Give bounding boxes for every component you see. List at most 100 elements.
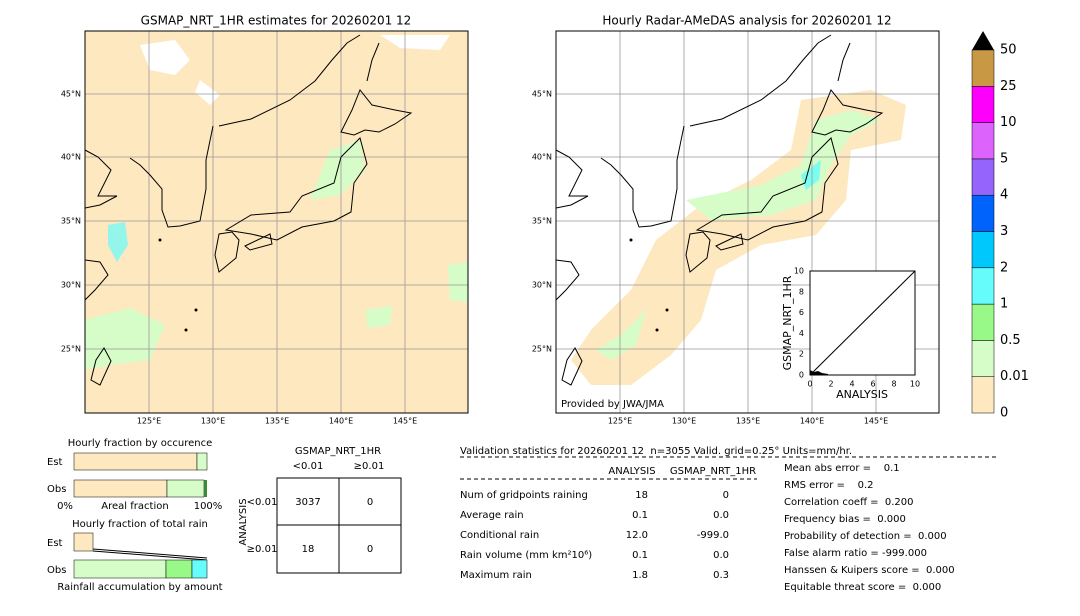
row-header: ≥0.01 xyxy=(247,544,278,555)
lon-label: 130°E xyxy=(201,417,225,426)
colorbar-label: 25 xyxy=(1000,79,1017,94)
bar xyxy=(165,559,193,579)
stats-header: Validation statistics for 20260201 12 n=… xyxy=(460,446,852,457)
y-label: GSMAP_NRT_1HR xyxy=(781,275,794,370)
bar xyxy=(196,452,208,471)
lat-label: 25°N xyxy=(61,345,81,354)
colorbar-label: 0 xyxy=(1000,406,1008,421)
stat-value: 18 xyxy=(635,490,648,501)
lon-label: 145°E xyxy=(864,417,888,426)
colorbar-segment xyxy=(971,376,995,414)
stat-value: 0.1 xyxy=(632,510,648,521)
col-header: ANALYSIS xyxy=(608,466,655,477)
colorbar-label: 4 xyxy=(1000,188,1008,203)
lat-label: 45°N xyxy=(61,90,81,99)
x-tick-label: 6 xyxy=(870,380,875,389)
lon-label: 135°E xyxy=(736,417,760,426)
x-tick-label: 8 xyxy=(891,380,896,389)
map-frame xyxy=(84,30,469,414)
lat-label: 40°N xyxy=(61,153,81,162)
y-tick-label: 0 xyxy=(799,371,804,380)
lon-label: 125°E xyxy=(608,417,632,426)
colorbar-segment xyxy=(971,86,995,123)
y-tick-label: 8 xyxy=(799,287,804,296)
x-tick-label: 0 xyxy=(807,380,812,389)
colorbar-segment xyxy=(971,158,995,196)
lon-label: 145°E xyxy=(393,417,417,426)
lat-label: 45°N xyxy=(532,90,552,99)
lon-label: 140°E xyxy=(800,417,824,426)
chart-title: Hourly fraction of total rain xyxy=(72,519,208,530)
credit: Provided by JWA/JMA xyxy=(561,399,664,410)
score: Correlation coeff = 0.200 xyxy=(784,497,914,508)
stat-value: -999.0 xyxy=(697,530,729,541)
lat-label: 35°N xyxy=(532,217,552,226)
score: Hanssen & Kuipers score = 0.000 xyxy=(784,565,955,576)
connector xyxy=(92,548,208,561)
lon-label: 140°E xyxy=(329,417,353,426)
stat-label: Average rain xyxy=(460,510,524,521)
colorbar-label: 0.01 xyxy=(1000,369,1029,384)
colorbar-segment xyxy=(971,122,995,160)
cell: 0 xyxy=(367,497,373,508)
x-label: ANALYSIS xyxy=(836,388,888,401)
y-tick-label: 10 xyxy=(794,267,804,276)
colorbar-label: 50 xyxy=(1000,43,1017,58)
axis-label: 100% xyxy=(194,501,223,512)
x-tick-label: 10 xyxy=(910,380,920,389)
y-tick-label: 4 xyxy=(799,329,804,338)
score: RMS error = 0.2 xyxy=(784,480,874,491)
lat-label: 25°N xyxy=(532,345,552,354)
map-title: GSMAP_NRT_1HR estimates for 20260201 12 xyxy=(141,14,412,28)
table-title: GSMAP_NRT_1HR xyxy=(295,446,381,457)
x-tick-label: 4 xyxy=(849,380,854,389)
colorbar-extend xyxy=(972,31,994,50)
chart-title: Hourly fraction by occurence xyxy=(68,438,212,449)
left-map xyxy=(85,31,468,413)
lon-label: 125°E xyxy=(137,417,161,426)
bar xyxy=(191,559,208,579)
y-tick-label: 6 xyxy=(799,308,804,317)
bar xyxy=(73,479,168,498)
map-title: Hourly Radar-AMeDAS analysis for 2026020… xyxy=(602,14,891,28)
row-label: Est xyxy=(47,457,63,468)
x-tick-label: 2 xyxy=(828,380,833,389)
diagonal xyxy=(809,270,916,376)
lat-label: 40°N xyxy=(532,153,552,162)
y-tick-label: 2 xyxy=(799,350,804,359)
lon-label: 130°E xyxy=(672,417,696,426)
colorbar-label: 2 xyxy=(1000,260,1008,275)
axis-label: Areal fraction xyxy=(101,501,168,512)
score: Mean abs error = 0.1 xyxy=(784,463,900,474)
stat-value: 1.8 xyxy=(632,570,648,581)
stat-value: 12.0 xyxy=(626,530,648,541)
cell: 18 xyxy=(302,544,315,555)
col-header: <0.01 xyxy=(293,461,324,472)
bar xyxy=(204,480,207,497)
cell: 3037 xyxy=(295,497,320,508)
colorbar-segment xyxy=(971,340,995,377)
lon-label: 135°E xyxy=(265,417,289,426)
axis-label: Rainfall accumulation by amount xyxy=(57,582,222,593)
grid xyxy=(85,31,468,413)
stat-label: Num of gridpoints raining xyxy=(460,490,588,501)
stat-label: Rain volume (mm km²10⁶) xyxy=(460,550,592,561)
lat-label: 30°N xyxy=(61,281,81,290)
axis-label: 0% xyxy=(57,501,73,512)
colorbar-label: 10 xyxy=(1000,115,1017,130)
score: Frequency bias = 0.000 xyxy=(784,514,906,525)
col-header: GSMAP_NRT_1HR xyxy=(670,466,756,477)
colorbar-segment xyxy=(971,194,995,232)
bar xyxy=(73,559,167,579)
colorbar-label: 5 xyxy=(1000,151,1008,166)
bar xyxy=(73,452,198,471)
stat-label: Conditional rain xyxy=(460,530,539,541)
bar xyxy=(73,532,94,552)
score: Probability of detection = 0.000 xyxy=(784,531,947,542)
row-title: ANALYSIS xyxy=(238,498,249,545)
colorbar-label: 3 xyxy=(1000,224,1008,239)
colorbar-segment xyxy=(971,49,995,87)
bar xyxy=(166,479,205,498)
cell: 0 xyxy=(367,544,373,555)
row-label: Obs xyxy=(47,484,66,495)
